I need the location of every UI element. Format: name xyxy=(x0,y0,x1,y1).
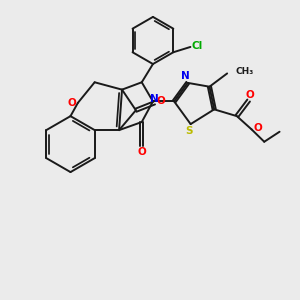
Text: O: O xyxy=(254,123,262,133)
Text: O: O xyxy=(157,96,165,106)
Text: Cl: Cl xyxy=(191,41,203,51)
Text: S: S xyxy=(185,126,193,136)
Text: O: O xyxy=(246,90,254,100)
Text: N: N xyxy=(150,94,159,104)
Text: O: O xyxy=(137,147,146,157)
Text: CH₃: CH₃ xyxy=(236,67,254,76)
Text: N: N xyxy=(181,71,190,81)
Text: O: O xyxy=(67,98,76,108)
